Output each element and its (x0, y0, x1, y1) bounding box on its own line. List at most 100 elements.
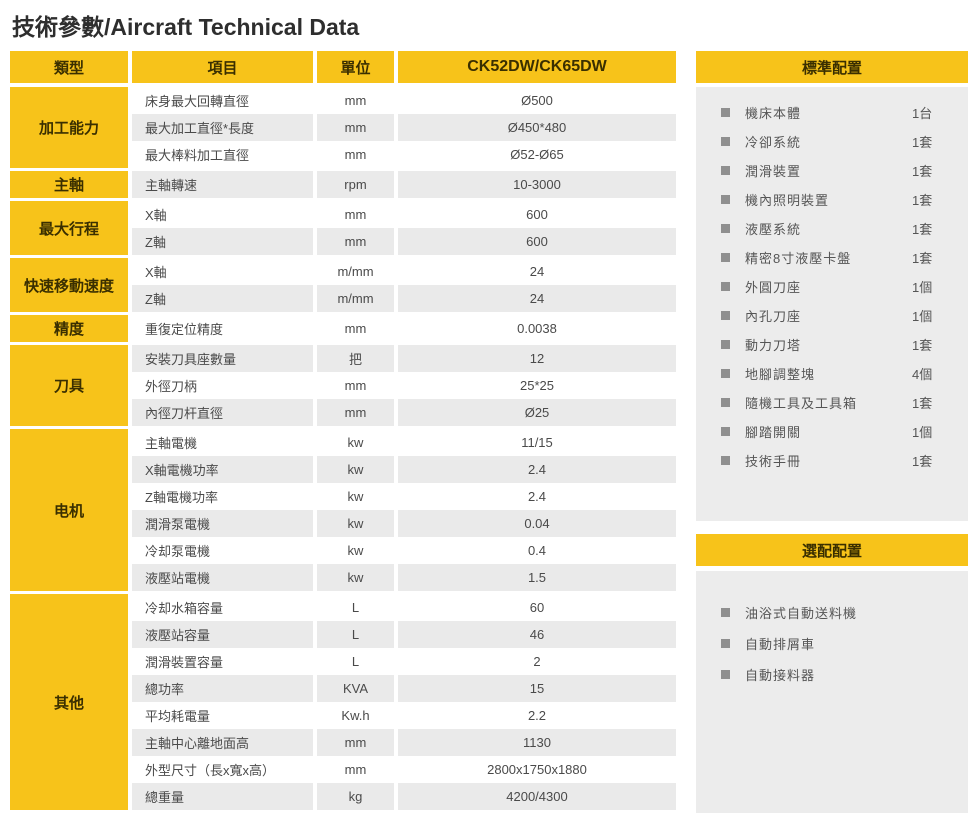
square-bullet-icon (721, 195, 730, 204)
list-item: 技術手冊 1套 (721, 446, 946, 475)
unit-cell: mm (344, 321, 367, 336)
value-cell: 0.0038 (517, 321, 557, 336)
content: 類型 項目 單位 CK52DW/CK65DW 加工能力 床身最大回轉直徑 mm … (10, 51, 980, 813)
item-cell: 床身最大回轉直徑 (145, 94, 250, 109)
section-rows: 安裝刀具座數量 把 12 外徑刀柄 mm 25*25 內徑刀杆直徑 mm Ø25 (132, 345, 676, 426)
table-section: 刀具 安裝刀具座數量 把 12 外徑刀柄 mm 25*25 內徑刀杆直徑 mm … (10, 345, 676, 426)
table-section: 电机 主軸電機 kw 11/15 X軸電機功率 kw 2.4 Z軸電機功率 kw… (10, 429, 676, 591)
table-header-row: 類型 項目 單位 CK52DW/CK65DW (10, 51, 676, 83)
unit-cell: mm (344, 147, 367, 162)
unit-cell: kw (347, 543, 364, 558)
category-cell: 刀具 (10, 345, 128, 426)
table-row: Z軸 m/mm 24 (132, 285, 676, 312)
item-cell: 主軸轉速 (132, 171, 313, 198)
item-label: 油浴式自動送料機 (745, 606, 858, 621)
square-bullet-icon (721, 427, 730, 436)
value-cell: 0.04 (398, 510, 676, 537)
item-cell: Z軸電機功率 (145, 490, 218, 505)
category-cell: 快速移動速度 (10, 258, 128, 312)
square-bullet-icon (721, 639, 730, 648)
value-cell: 600 (526, 207, 548, 222)
item-label: 機內照明裝置 (745, 193, 830, 208)
list-item: 潤滑裝置 1套 (721, 156, 946, 185)
item-cell: 平均耗電量 (145, 709, 211, 724)
item-cell: 總重量 (132, 783, 313, 810)
square-bullet-icon (721, 224, 730, 233)
item-cell: 安裝刀具座數量 (132, 345, 313, 372)
table-row: 主軸電機 kw 11/15 (132, 429, 676, 456)
optional-config-title: 選配配置 (696, 534, 968, 566)
category-cell: 其他 (10, 594, 128, 810)
unit-cell: m/mm (337, 264, 374, 279)
item-cell: 外型尺寸（長x寬x高） (145, 763, 276, 778)
square-bullet-icon (721, 108, 730, 117)
table-section: 其他 冷却水箱容量 L 60 液壓站容量 L 46 潤滑裝置容量 L 2 總功率… (10, 594, 676, 810)
table-row: Z軸電機功率 kw 2.4 (132, 483, 676, 510)
table-row: X軸 mm 600 (132, 201, 676, 228)
square-bullet-icon (721, 608, 730, 617)
page-title: 技術參數/Aircraft Technical Data (12, 14, 360, 40)
table-row: 外徑刀柄 mm 25*25 (132, 372, 676, 399)
item-cell: 主軸中心離地面高 (132, 729, 313, 756)
value-cell: 2800x1750x1880 (487, 762, 587, 777)
item-cell: Z軸 (132, 228, 313, 255)
item-label: 內孔刀座 (745, 309, 802, 324)
item-qty: 1套 (912, 222, 933, 237)
item-qty: 1套 (912, 338, 933, 353)
list-item: 自動接料器 (721, 659, 946, 690)
list-item: 腳踏開關 1個 (721, 417, 946, 446)
table-row: 平均耗電量 Kw.h 2.2 (132, 702, 676, 729)
header-item: 項目 (132, 51, 313, 83)
value-cell: Ø450*480 (398, 114, 676, 141)
item-qty: 1套 (912, 454, 933, 469)
unit-cell: mm (344, 93, 367, 108)
category-cell: 电机 (10, 429, 128, 591)
item-cell: Z軸 (132, 285, 313, 312)
unit-cell: kw (317, 564, 394, 591)
section-rows: 重復定位精度 mm 0.0038 (132, 315, 676, 342)
table-row: 主軸中心離地面高 mm 1130 (132, 729, 676, 756)
standard-config-title: 標準配置 (696, 51, 968, 83)
value-cell: 0.4 (527, 543, 547, 558)
item-cell: 潤滑裝置容量 (145, 655, 224, 670)
category-cell: 加工能力 (10, 87, 128, 168)
technical-data-table: 類型 項目 單位 CK52DW/CK65DW 加工能力 床身最大回轉直徑 mm … (10, 51, 676, 813)
table-row: X軸 m/mm 24 (132, 258, 676, 285)
value-cell: Ø25 (398, 399, 676, 426)
item-label: 動力刀塔 (745, 338, 802, 353)
standard-config-body: 機床本體 1台 冷卻系統 1套 潤滑裝置 1套 機內照明裝置 1套 液壓系統 1… (696, 87, 968, 521)
category-cell: 精度 (10, 315, 128, 342)
value-cell: 600 (398, 228, 676, 255)
value-cell: 11/15 (521, 435, 553, 450)
item-cell: 最大加工直徑*長度 (132, 114, 313, 141)
item-label: 腳踏開關 (745, 425, 802, 440)
item-qty: 1套 (912, 164, 933, 179)
value-cell: 46 (398, 621, 676, 648)
unit-cell: mm (317, 228, 394, 255)
table-row: 安裝刀具座數量 把 12 (132, 345, 676, 372)
unit-cell: kw (347, 435, 364, 450)
table-row: 總功率 KVA 15 (132, 675, 676, 702)
item-cell: 重復定位精度 (145, 322, 224, 337)
unit-cell: m/mm (317, 285, 394, 312)
item-qty: 1個 (912, 280, 933, 295)
unit-cell: 把 (317, 345, 394, 372)
table-row: 最大加工直徑*長度 mm Ø450*480 (132, 114, 676, 141)
item-qty: 1個 (912, 425, 933, 440)
square-bullet-icon (721, 369, 730, 378)
value-cell: 2.4 (398, 456, 676, 483)
table-section: 快速移動速度 X軸 m/mm 24 Z軸 m/mm 24 (10, 258, 676, 312)
item-label: 潤滑裝置 (745, 164, 802, 179)
item-cell: 總功率 (132, 675, 313, 702)
list-item: 動力刀塔 1套 (721, 330, 946, 359)
item-cell: X軸 (145, 265, 167, 280)
list-item: 外圓刀座 1個 (721, 272, 946, 301)
list-item: 機床本體 1台 (721, 98, 946, 127)
item-label: 自動排屑車 (745, 637, 816, 652)
section-rows: X軸 m/mm 24 Z軸 m/mm 24 (132, 258, 676, 312)
unit-cell: mm (344, 762, 367, 777)
table-row: X軸電機功率 kw 2.4 (132, 456, 676, 483)
table-section: 精度 重復定位精度 mm 0.0038 (10, 315, 676, 342)
table-row: 液壓站電機 kw 1.5 (132, 564, 676, 591)
